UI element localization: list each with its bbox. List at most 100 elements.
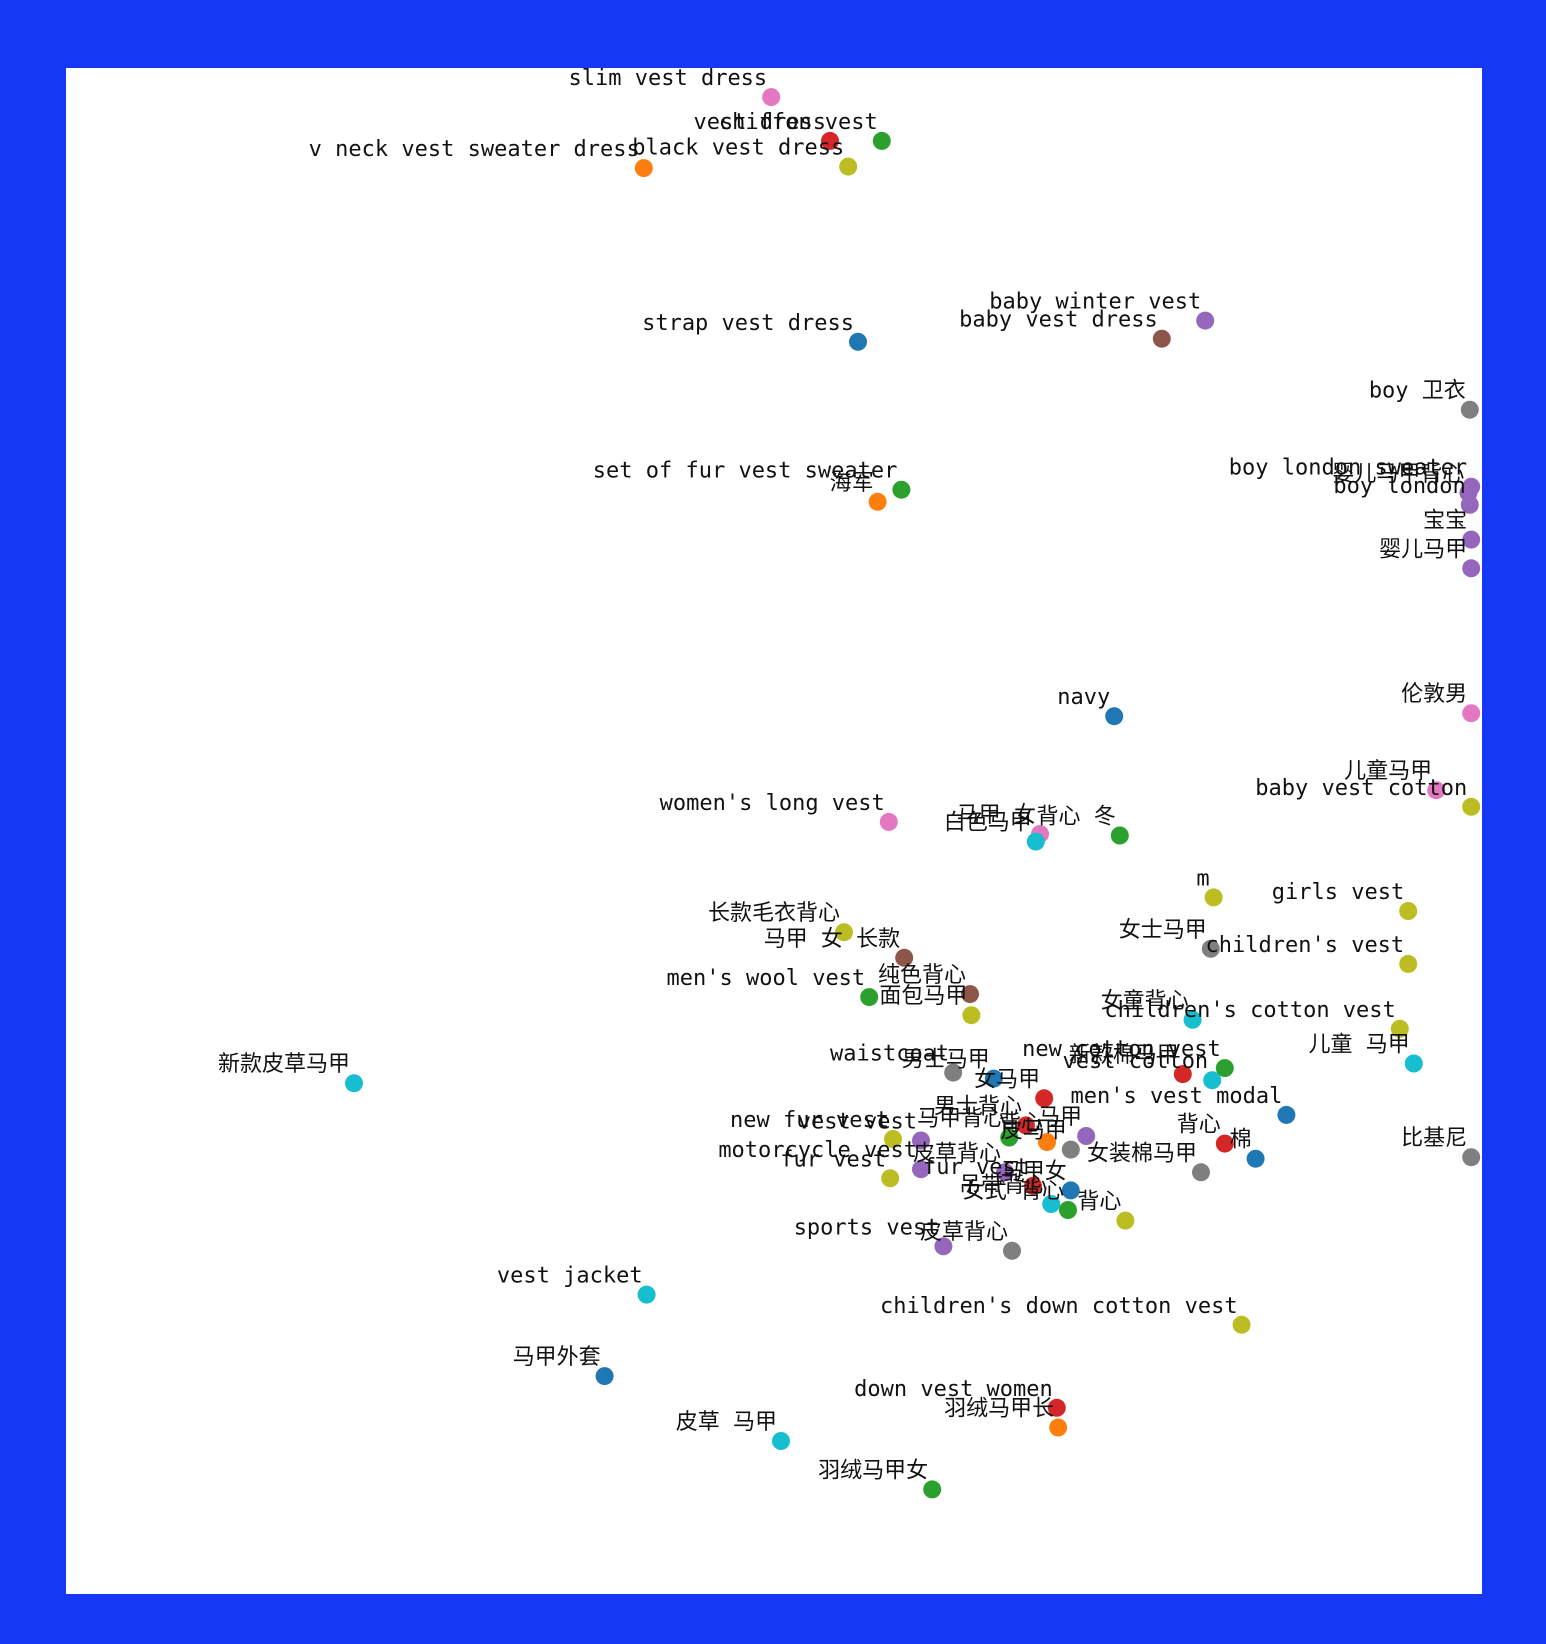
scatter-point (1047, 1398, 1066, 1417)
scatter-point (1462, 797, 1481, 816)
point-label: 面包马甲 (879, 984, 967, 1009)
point-label: motorcycle vest (718, 1138, 917, 1163)
point-label: 新款皮草马甲 (218, 1052, 350, 1077)
scatter-point (1201, 939, 1220, 958)
scatter-point (1026, 832, 1045, 851)
point-label: 新款棉马甲 (1069, 1043, 1179, 1068)
point-label: chiffon vest (719, 110, 878, 135)
point-label: children's cotton vest (1104, 998, 1395, 1023)
scatter-point (595, 1367, 614, 1386)
scatter-point (1277, 1105, 1296, 1124)
point-label: new cotton vest (1022, 1037, 1221, 1062)
scatter-point (944, 1063, 963, 1082)
scatter-point (1105, 707, 1124, 726)
point-label: 女式 背心 (963, 1179, 1064, 1204)
scatter-point (821, 131, 839, 150)
scatter-point (1183, 1010, 1202, 1029)
point-label: 长款毛衣背心 (708, 901, 840, 926)
point-label: baby vest dress (959, 308, 1158, 333)
scatter-point (637, 1285, 656, 1304)
scatter-point (1462, 530, 1481, 549)
scatter-point (1024, 1176, 1042, 1195)
scatter-point (772, 1432, 790, 1450)
scatter-point (1196, 311, 1215, 330)
point-label: 宝宝 (1423, 509, 1467, 534)
scatter-point (961, 985, 979, 1004)
point-label: vest jacket (497, 1264, 643, 1289)
scatter-point (762, 88, 781, 107)
scatter-point (1173, 1065, 1192, 1084)
point-label: v neck vest sweater dress (309, 137, 640, 162)
point-label: vest dress (694, 110, 826, 135)
point-label: baby winter vest (989, 290, 1201, 315)
point-label: 女童背心 (1101, 989, 1189, 1014)
point-label: fur vest (780, 1147, 886, 1172)
scatter-point (1003, 1241, 1021, 1260)
scatter-point (1462, 559, 1481, 578)
point-label: navy (1057, 685, 1110, 710)
point-label: children's vest (1206, 933, 1405, 958)
scatter-point (1462, 704, 1481, 723)
point-label: 儿童马甲 (1344, 759, 1432, 784)
point-label: 男士马甲 (902, 1048, 990, 1073)
point-label: sports vest (794, 1215, 940, 1240)
scatter-point (879, 812, 898, 831)
point-label: 儿童 马甲 (1309, 1033, 1410, 1058)
point-label: 羽绒马甲女 (818, 1458, 928, 1483)
point-label: women's long vest (660, 791, 885, 816)
point-label: 皮草背心 (913, 1141, 1001, 1166)
point-label: 男士背心 (934, 1094, 1022, 1119)
point-label: baby vest cotton (1255, 776, 1467, 801)
point-label: boy london sweater (1229, 456, 1467, 481)
point-label: 海军 (830, 471, 874, 496)
point-label: m (1196, 866, 1209, 891)
scatter-point (1460, 400, 1479, 419)
point-label: 白色马甲 (944, 811, 1032, 836)
point-label: 吊带背心 (959, 1173, 1047, 1198)
scatter-point (1404, 1054, 1423, 1073)
point-label: 女士马甲 (1119, 918, 1207, 943)
scatter-point (912, 1131, 930, 1150)
scatter-point (1059, 1201, 1077, 1219)
scatter-point (1192, 1163, 1210, 1182)
point-label: 背心 冬 (1037, 805, 1116, 830)
point-label: 伦敦男 (1401, 682, 1467, 707)
point-label: girls vest (1272, 880, 1404, 905)
scatter-point (1038, 1133, 1056, 1152)
point-label: 羽绒马甲长 (944, 1397, 1054, 1422)
scatter-point (934, 1237, 953, 1256)
scatter-point (1061, 1140, 1080, 1159)
scatter-point (1215, 1059, 1234, 1078)
point-label: 马甲 (1038, 1105, 1082, 1130)
scatter-point (895, 948, 914, 967)
scatter-point (1427, 781, 1446, 800)
scatter-point (1061, 1181, 1080, 1200)
scatter-point (868, 492, 887, 511)
scatter-point (1232, 1315, 1251, 1334)
scatter-point (634, 159, 653, 178)
scatter-point (860, 988, 879, 1007)
point-label: children's down cotton vest (880, 1294, 1238, 1319)
point-label: 纯色背心 (878, 963, 966, 988)
scatter-point (962, 1006, 981, 1025)
point-label: set of fur vest sweater (593, 459, 898, 484)
point-label: 棉 (1230, 1128, 1252, 1153)
points-layer (345, 88, 1481, 1499)
scatter-point (1460, 495, 1479, 514)
scatter-point (1077, 1127, 1096, 1145)
point-label: vest cotton (1062, 1049, 1208, 1074)
scatter-point (1116, 1211, 1135, 1230)
scatter-point (884, 1130, 902, 1148)
point-label: 女装棉马甲 (1087, 1141, 1197, 1166)
point-label: down vest women (854, 1377, 1053, 1402)
scatter-point (849, 332, 867, 351)
point-label: new fur vest (730, 1108, 889, 1133)
scatter-point (835, 923, 853, 942)
point-label: slim vest dress (569, 68, 768, 91)
scatter-point (1204, 888, 1223, 907)
point-label: 马甲 女 (957, 803, 1036, 828)
scatter-point (1035, 1089, 1054, 1108)
point-label: strap vest dress (642, 311, 854, 336)
